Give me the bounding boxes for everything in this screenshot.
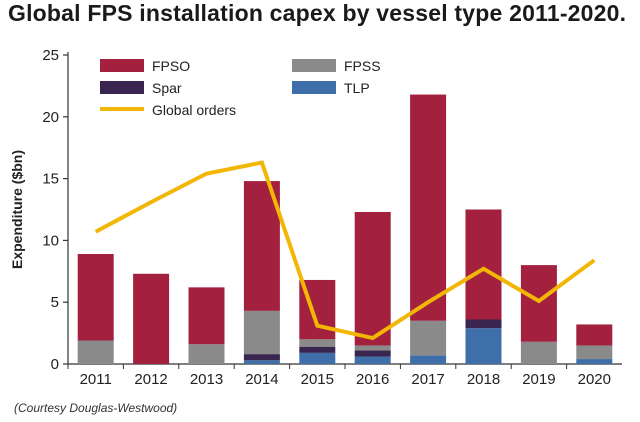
y-tick-label: 15 [42,171,59,188]
bar-segment-tlp [354,356,391,364]
bar-segment-spar [243,354,280,361]
bar-segment-fpso [465,209,502,320]
bar-segment-fpss [354,345,391,351]
x-tick-label: 2011 [80,371,112,388]
bar-segment-fpss [188,344,225,364]
x-tick-label: 2015 [301,371,334,388]
legend-swatch-spar [100,81,144,94]
bar-segment-spar [465,319,502,329]
bar-segment-fpso [77,253,114,341]
x-tick-label: 2013 [190,371,223,388]
x-tick-label: 2018 [467,371,500,388]
x-tick-label: 2012 [134,371,167,388]
y-tick-label: 5 [51,294,59,311]
bar-segment-fpss [576,345,613,360]
legend-label-fpso: FPSO [152,58,190,74]
bar-segment-fpss [77,340,114,364]
bar-segment-fpso [410,94,447,321]
legend-label-spar: Spar [152,80,182,96]
bar-segment-fpss [243,310,280,355]
bar-segment-tlp [410,355,447,364]
x-tick-label: 2019 [522,371,555,388]
legend-label-tlp: TLP [344,80,370,96]
bar-segment-spar [299,346,336,353]
y-tick-label: 0 [51,356,59,373]
bar-segment-fpso [188,287,225,345]
legend-label-fpss: FPSS [344,58,381,74]
y-axis-label: Expenditure ($bn) [9,150,25,269]
legend-swatch-fpss [292,59,336,72]
y-tick-label: 25 [42,47,59,64]
x-tick-label: 2017 [411,371,444,388]
source-credit: (Courtesy Douglas-Westwood) [14,401,178,415]
legend-swatch-tlp [292,81,336,94]
bar-segment-fpso [576,324,613,346]
y-tick-label: 20 [42,109,59,126]
bar-segment-fpso [520,265,557,342]
x-tick-label: 2014 [245,371,278,388]
x-tick-label: 2020 [578,371,611,388]
bar-segment-fpss [520,341,557,364]
bar-segment-fpso [133,273,170,364]
bar-segment-fpss [410,320,447,356]
x-tick-label: 2016 [356,371,389,388]
bar-segment-tlp [576,359,613,364]
chart-title: Global FPS installation capex by vessel … [8,0,627,26]
bar-segment-tlp [299,352,336,364]
line-global-orders [94,160,596,341]
legend-swatch-fpso [100,59,144,72]
bar-segment-fpss [299,339,336,347]
bar-segment-tlp [243,360,280,364]
bar-segment-tlp [465,328,502,364]
legend-label-global-orders: Global orders [152,102,236,118]
bar-segment-spar [354,350,391,357]
bar-segment-fpso [354,211,391,346]
y-tick-label: 10 [42,232,59,249]
